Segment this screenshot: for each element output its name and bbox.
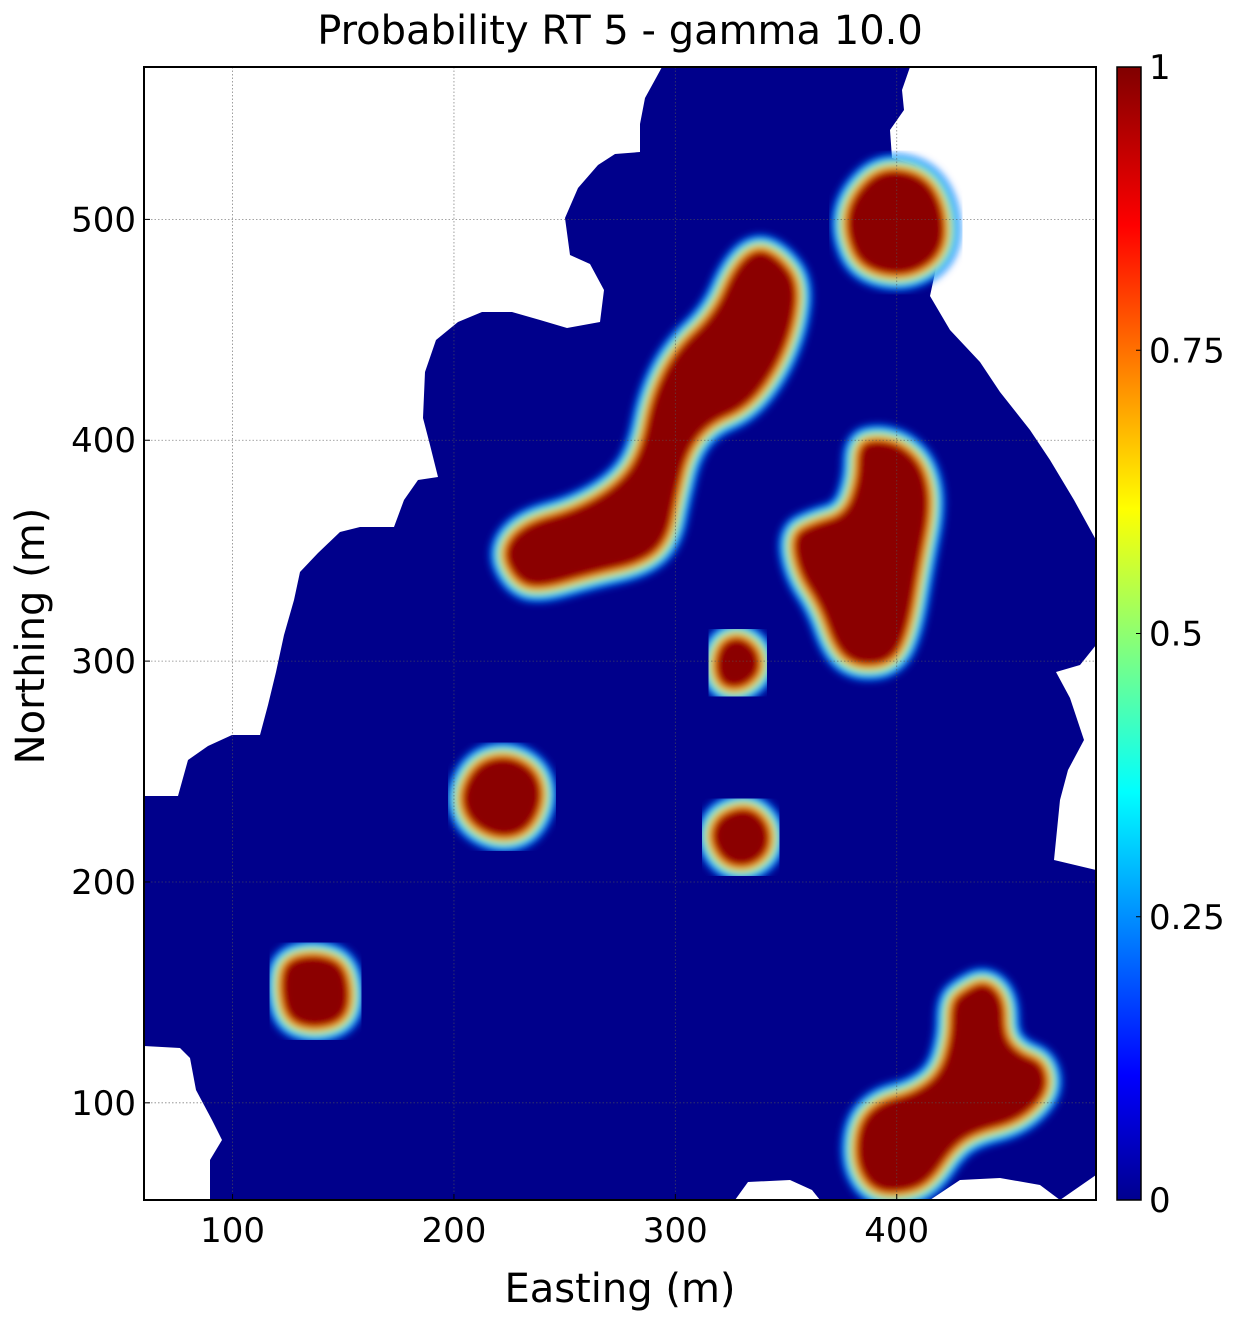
colorbar-tick-label: 0.5 [1149,615,1203,655]
y-tick-label: 200 [71,863,136,903]
y-tick-label: 300 [71,642,136,682]
probability-zone-zone-se [840,967,1063,1200]
y-tick-label: 500 [71,200,136,240]
colorbar: 0 0.25 0.5 0.75 1 [1116,48,1225,1221]
colorbar-tick-label: 0.75 [1149,331,1225,371]
probability-zone-zone-ne-top [831,154,961,291]
probability-zone-zone-west-lower [265,939,365,1043]
y-tick-label: 400 [71,421,136,461]
plot-area [143,66,1097,1201]
y-axis: 100 200 300 400 500 [71,200,150,1124]
probability-zone-zone-east-middle [778,424,945,681]
probability-zone-zone-center-lower [696,792,786,882]
chart-title: Probability RT 5 - gamma 10.0 [317,8,923,54]
no-data-notch-bottom-right [930,1178,1060,1200]
colorbar-tick-label: 0.25 [1149,898,1225,938]
probability-zone-zone-small-center [699,622,776,704]
colorbar-ticks: 0 0.25 0.5 0.75 1 [1136,48,1225,1221]
probability-domain-region [144,67,1096,1200]
grid-lines [144,67,1096,1200]
x-tick-label: 400 [864,1211,929,1251]
x-tick-label: 100 [200,1211,265,1251]
no-data-notch-bottom [735,1180,820,1200]
x-tick-label: 300 [643,1211,708,1251]
colorbar-tick-label: 1 [1149,48,1171,88]
x-axis: 100 200 300 400 [200,1194,929,1251]
y-axis-label: Northing (m) [8,508,54,765]
probability-zone-zone-west-center [446,741,558,853]
y-tick-label: 100 [71,1084,136,1124]
plot-frame [143,66,1097,1201]
x-tick-label: 200 [422,1211,487,1251]
x-axis-label: Easting (m) [504,1266,735,1312]
colorbar-tick-label: 0 [1149,1181,1171,1221]
probability-zone-zone-diagonal-main [489,234,813,603]
high-probability-zones [265,154,1063,1200]
